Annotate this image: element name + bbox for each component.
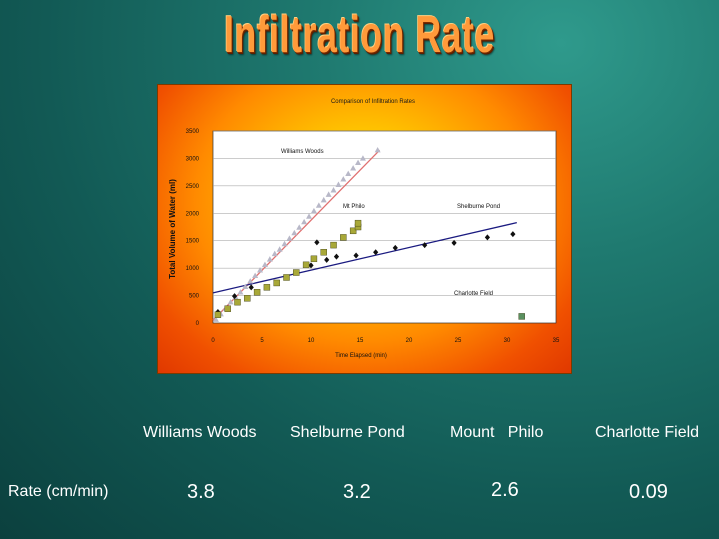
data-point bbox=[257, 267, 264, 273]
data-point bbox=[315, 202, 322, 208]
site-label-williams-woods: Williams Woods bbox=[143, 424, 257, 441]
data-point bbox=[263, 284, 271, 291]
x-axis-title: Time Elapsed (min) bbox=[335, 353, 387, 359]
site-label-mount-philo: Mount Philo bbox=[450, 424, 544, 441]
data-point bbox=[291, 229, 298, 236]
chart-title: Comparison of Infiltration Rates bbox=[331, 99, 415, 105]
y-tick-label: 2000 bbox=[186, 211, 200, 217]
data-point bbox=[354, 219, 362, 227]
series-label-mt-philo: Mt Philo bbox=[343, 204, 365, 210]
chart-frame: Comparison of Infiltration Rates 0 500 100… bbox=[157, 84, 572, 374]
data-point bbox=[242, 283, 249, 289]
data-point bbox=[281, 240, 288, 247]
y-tick-label: 3500 bbox=[186, 129, 200, 135]
x-tick-label: 20 bbox=[406, 338, 413, 344]
trendline bbox=[212, 221, 517, 294]
y-tick-label: 3000 bbox=[186, 156, 200, 162]
y-tick-label: 1000 bbox=[186, 266, 200, 272]
data-point bbox=[248, 284, 254, 291]
x-tick-label: 10 bbox=[308, 338, 315, 344]
data-point bbox=[212, 316, 219, 322]
data-point bbox=[224, 305, 231, 312]
series-label-shelburne-pond: Shelburne Pond bbox=[457, 204, 500, 210]
x-tick-label: 5 bbox=[260, 338, 264, 344]
data-point bbox=[227, 298, 234, 305]
data-point bbox=[237, 289, 244, 295]
data-point bbox=[324, 256, 330, 263]
data-point bbox=[296, 224, 303, 230]
data-point bbox=[330, 241, 337, 249]
y-tick-label: 500 bbox=[189, 294, 200, 300]
data-point bbox=[293, 269, 300, 276]
y-axis-title: Total Volume of Water (ml) bbox=[168, 179, 177, 279]
data-point bbox=[231, 293, 238, 300]
data-point bbox=[355, 159, 362, 166]
data-point bbox=[350, 165, 357, 171]
data-point bbox=[302, 261, 310, 269]
data-point bbox=[273, 279, 280, 287]
data-point bbox=[234, 298, 241, 306]
data-point bbox=[373, 249, 379, 256]
data-point bbox=[214, 311, 222, 318]
infiltration-chart: Comparison of Infiltration Rates 0500100… bbox=[168, 99, 560, 359]
data-point bbox=[335, 181, 342, 187]
data-point bbox=[308, 262, 314, 269]
x-tick-label: 35 bbox=[553, 338, 560, 344]
data-point bbox=[330, 187, 337, 193]
data-point bbox=[320, 196, 327, 203]
data-point bbox=[310, 207, 317, 214]
data-point bbox=[340, 234, 347, 241]
x-tick-label: 15 bbox=[357, 338, 364, 344]
rate-row-label: Rate (cm/min) bbox=[8, 483, 109, 500]
site-label-charlotte-field: Charlotte Field bbox=[595, 424, 700, 441]
y-tick-label: 1500 bbox=[186, 239, 200, 245]
x-tick-label: 25 bbox=[455, 338, 462, 344]
data-point bbox=[252, 272, 259, 279]
rate-value-mount-philo: 2.6 bbox=[491, 479, 519, 501]
plot-area bbox=[212, 130, 557, 324]
data-point bbox=[518, 313, 525, 320]
slide-title: Infiltration Rate bbox=[224, 6, 495, 64]
data-point bbox=[340, 176, 347, 182]
series-label-williams-woods: Williams Woods bbox=[281, 149, 324, 155]
series-label-charlotte-field: Charlotte Field bbox=[454, 291, 493, 297]
data-point bbox=[261, 261, 268, 268]
data-point bbox=[310, 255, 318, 263]
data-point bbox=[374, 147, 381, 153]
data-point bbox=[314, 239, 320, 246]
data-point bbox=[276, 246, 283, 252]
data-point bbox=[271, 250, 278, 257]
data-point bbox=[484, 234, 490, 241]
rate-value-williams-woods: 3.8 bbox=[187, 481, 215, 503]
data-point bbox=[266, 256, 273, 262]
data-point bbox=[345, 170, 352, 176]
data-point bbox=[359, 155, 366, 161]
y-tick-label: 0 bbox=[196, 321, 200, 327]
data-point bbox=[451, 239, 457, 246]
data-point bbox=[301, 218, 308, 225]
data-point bbox=[306, 213, 313, 219]
data-point bbox=[349, 227, 357, 235]
data-point bbox=[286, 235, 293, 241]
x-tick-label: 0 bbox=[211, 338, 215, 344]
data-point bbox=[244, 295, 251, 302]
data-point bbox=[247, 278, 254, 284]
site-label-shelburne-pond: Shelburne Pond bbox=[290, 424, 405, 441]
rate-value-charlotte-field: 0.09 bbox=[629, 481, 668, 503]
y-tick-label: 2500 bbox=[186, 184, 200, 190]
data-point bbox=[510, 231, 516, 238]
data-point bbox=[253, 289, 261, 296]
data-point bbox=[320, 249, 327, 256]
data-point bbox=[325, 191, 332, 197]
data-point bbox=[422, 242, 428, 249]
rate-value-shelburne-pond: 3.2 bbox=[343, 481, 371, 503]
x-tick-label: 30 bbox=[504, 338, 511, 344]
data-point bbox=[283, 274, 290, 281]
